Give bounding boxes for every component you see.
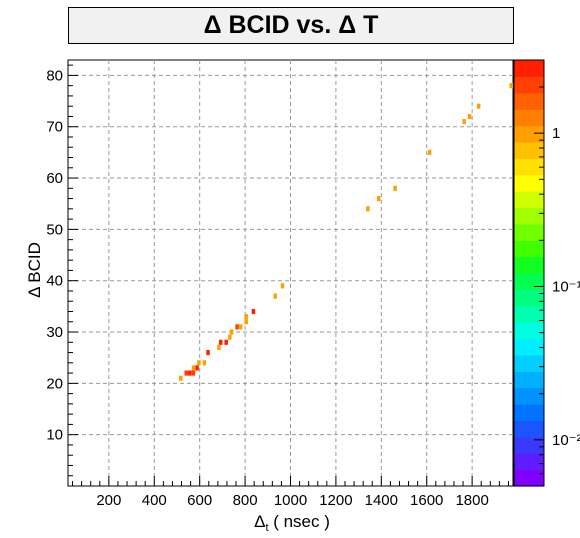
x-tick-label: 1600: [410, 492, 443, 509]
heatmap-cell: [280, 283, 285, 289]
colorbar-segment: [514, 223, 544, 241]
colorbar-segment: [514, 469, 544, 487]
colorbar-segment: [514, 453, 544, 471]
y-tick-label: 30: [46, 324, 63, 341]
y-tick-label: 80: [46, 67, 63, 84]
y-tick-label: 20: [46, 375, 63, 392]
colorbar-segment: [514, 273, 544, 290]
colorbar-segment: [514, 387, 544, 405]
colorbar-segment: [514, 322, 544, 340]
heatmap-cell: [238, 324, 243, 330]
heatmap-cell: [377, 196, 381, 202]
y-axis-label: Δ BCID: [25, 242, 44, 298]
heatmap-cell: [273, 293, 277, 299]
heatmap-cell: [366, 206, 370, 212]
colorbar-segment: [514, 109, 544, 127]
x-axis-label: Δt ( nsec ): [254, 512, 330, 534]
colorbar-segment: [514, 289, 544, 307]
colorbar-segment: [514, 92, 544, 110]
heatmap-cell: [427, 149, 432, 155]
y-tick-label: 10: [46, 427, 63, 444]
colorbar: 1 10⁻¹ 10⁻²: [513, 59, 580, 487]
heatmap-cell: [206, 349, 210, 356]
x-tick-label: 200: [96, 492, 121, 509]
colorbar-segment: [514, 191, 544, 209]
x-tick-label: 1800: [455, 492, 488, 509]
heatmap-cell: [462, 119, 466, 125]
heatmap-cells: [179, 83, 514, 381]
colorbar-segment: [514, 174, 544, 192]
y-tick-label: 40: [46, 273, 63, 290]
heatmap-cell: [235, 324, 239, 330]
y-tick-label: 60: [46, 170, 63, 187]
colorbar-segment: [514, 240, 544, 258]
heatmap-cell: [191, 365, 196, 371]
chart-title-box: Δ BCID vs. Δ T: [68, 7, 514, 44]
heatmap-cell: [184, 370, 188, 376]
heatmap-cell: [195, 365, 199, 371]
heatmap-cell: [224, 339, 228, 345]
heatmap-cell: [217, 344, 221, 350]
heatmap-cell: [244, 319, 248, 325]
x-tick-label: 600: [187, 492, 212, 509]
colorbar-segment: [514, 420, 544, 438]
heatmap-cell: [188, 370, 192, 376]
heatmap-cell: [476, 103, 481, 109]
y-tick-label: 50: [46, 221, 63, 238]
heatmap-cell: [244, 314, 248, 320]
x-tick-label: 1200: [319, 492, 352, 509]
colorbar-segment: [514, 76, 544, 94]
colorbar-segment: [514, 256, 544, 274]
heatmap-cell: [202, 360, 207, 366]
heatmap-cell: [197, 360, 201, 366]
heatmap-cell: [509, 83, 514, 89]
colorbar-tick-label: 10⁻¹: [552, 279, 580, 296]
heatmap-cell: [393, 185, 397, 191]
colorbar-segment: [514, 436, 544, 454]
chart-title: Δ BCID vs. Δ T: [203, 11, 379, 39]
colorbar-segment: [514, 158, 544, 176]
heatmap-cell: [467, 113, 472, 120]
colorbar-tick-label: 10⁻²: [552, 432, 580, 449]
x-tick-label: 400: [142, 492, 167, 509]
heatmap-cell: [228, 334, 232, 340]
grid-lines: [68, 60, 513, 486]
colorbar-segment: [514, 338, 544, 356]
colorbar-segment: [514, 371, 544, 389]
colorbar-segment: [514, 404, 544, 422]
x-tick-label: 1000: [274, 492, 307, 509]
colorbar-segment: [514, 207, 544, 225]
heatmap-cell: [229, 329, 234, 335]
x-tick-label: 1400: [365, 492, 398, 509]
heatmap-cell: [179, 375, 183, 381]
colorbar-segment: [514, 125, 544, 143]
heatmap-cell: [218, 339, 223, 345]
colorbar-segment: [514, 141, 544, 159]
heatmap-cell: [191, 370, 196, 376]
axis-ticks: 200 400 600 800 1000 1200 1400 1600 1800 10 20 30 40…: [46, 64, 509, 509]
colorbar-segment: [514, 60, 544, 77]
x-tick-label: 800: [233, 492, 258, 509]
colorbar-frame: [513, 59, 545, 487]
colorbar-segment: [514, 354, 544, 372]
y-tick-label: 70: [46, 119, 63, 136]
colorbar-segment: [514, 305, 544, 323]
heatmap-cell: [251, 308, 256, 315]
colorbar-tick-label: 1: [552, 125, 560, 142]
